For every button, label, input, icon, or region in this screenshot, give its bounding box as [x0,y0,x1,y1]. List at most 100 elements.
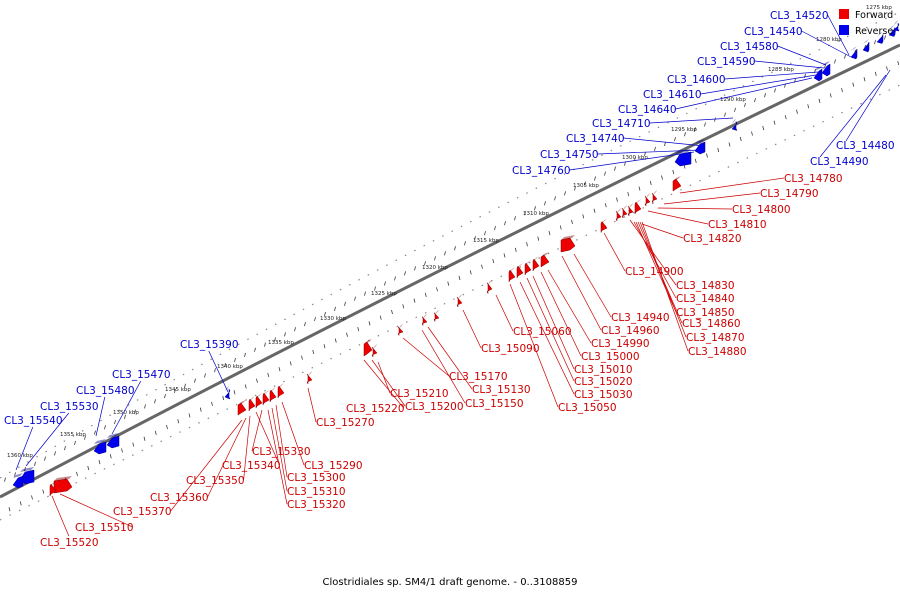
gene-label-cl3-14760[interactable]: CL3_14760 [512,165,571,177]
leader-line [363,359,404,409]
gene-label-cl3-15480[interactable]: CL3_15480 [76,385,135,397]
scale-tick [436,287,438,292]
gene-label-cl3-14610[interactable]: CL3_14610 [643,89,702,101]
gene-label-cl3-14830[interactable]: CL3_14830 [676,280,735,292]
scale-label: 1290 kbp [720,97,746,103]
scale-tick [548,230,551,236]
gene-label-cl3-14640[interactable]: CL3_14640 [618,104,677,116]
gene-label-cl3-15290[interactable]: CL3_15290 [304,460,363,472]
leader-line [462,309,482,349]
gene-label-cl3-14940[interactable]: CL3_14940 [611,312,670,324]
scale-tick [289,361,292,366]
forward-leader-lines [51,177,785,537]
scale-tick [571,219,573,224]
gene-label-cl3-15150[interactable]: CL3_15150 [465,398,524,410]
scale-tick [434,256,436,261]
gene-label-cl3-14900[interactable]: CL3_14900 [625,266,684,278]
scale-tick [706,153,708,158]
leader-line [271,407,288,492]
gene-label-cl3-15390[interactable]: CL3_15390 [180,339,239,351]
gene-label-cl3-15470[interactable]: CL3_15470 [112,369,171,381]
gene-label-cl3-15000[interactable]: CL3_15000 [581,351,640,363]
reverse-gene-block [850,46,858,60]
scale-tick [144,404,146,409]
leader-line [603,232,626,272]
gene-label-cl3-14990[interactable]: CL3_14990 [591,338,650,350]
forward-gene-block [421,313,428,326]
gene-label-cl3-15540[interactable]: CL3_15540 [4,415,63,427]
reverse-gene-block [893,20,900,32]
gene-label-cl3-15050[interactable]: CL3_15050 [558,402,617,414]
reverse-gene-block [674,149,692,167]
gene-label-cl3-15130[interactable]: CL3_15130 [472,384,531,396]
scale-label: 1355 kbp [60,432,86,438]
scale-tick [884,35,886,40]
scale-tick [714,117,716,122]
gene-label-cl3-14490[interactable]: CL3_14490 [810,156,869,168]
gene-label-cl3-15360[interactable]: CL3_15360 [150,492,209,504]
gene-label-cl3-14840[interactable]: CL3_14840 [676,293,735,305]
scale-tick [254,347,256,352]
gene-label-cl3-15310[interactable]: CL3_15310 [287,486,346,498]
gene-label-cl3-15330[interactable]: CL3_15330 [252,446,311,458]
forward-genes [49,176,682,497]
gene-label-cl3-15210[interactable]: CL3_15210 [390,388,449,400]
scale-tick [458,275,461,281]
gene-label-cl3-14710[interactable]: CL3_14710 [592,118,651,130]
scale-tick [754,97,756,103]
gene-label-cl3-14750[interactable]: CL3_14750 [540,149,599,161]
gene-label-cl3-15510[interactable]: CL3_15510 [75,522,134,534]
gene-label-cl3-14800[interactable]: CL3_14800 [732,204,791,216]
gene-label-cl3-14870[interactable]: CL3_14870 [686,332,745,344]
gene-label-cl3-15060[interactable]: CL3_15060 [513,326,572,338]
gene-label-cl3-14810[interactable]: CL3_14810 [708,219,767,231]
scale-tick [444,251,446,256]
reverse-gene-block [106,433,120,449]
scale-tick [773,120,776,125]
gene-label-cl3-15350[interactable]: CL3_15350 [186,475,245,487]
leader-line [639,221,687,338]
scale-tick [294,327,296,332]
scale-tick [484,231,486,236]
gene-label-cl3-15340[interactable]: CL3_15340 [222,460,281,472]
gene-label-cl3-14850[interactable]: CL3_14850 [676,307,735,319]
gene-label-cl3-15320[interactable]: CL3_15320 [287,499,346,511]
leader-line [754,60,825,69]
scale-tick [514,216,516,221]
gene-label-cl3-15170[interactable]: CL3_15170 [449,371,508,383]
leader-line [267,409,288,505]
gene-label-cl3-14520[interactable]: CL3_14520 [770,10,829,22]
gene-label-cl3-15030[interactable]: CL3_15030 [574,389,633,401]
scale-tick [42,489,45,494]
scale-tick [323,344,326,349]
leader-line [777,45,827,66]
scale-tick [264,342,266,347]
scale-tick [818,98,821,103]
gene-label-cl3-14740[interactable]: CL3_14740 [566,133,625,145]
gene-label-cl3-14590[interactable]: CL3_14590 [697,56,756,68]
gene-label-cl3-15020[interactable]: CL3_15020 [574,376,633,388]
gene-label-cl3-14780[interactable]: CL3_14780 [784,173,843,185]
gene-label-cl3-14580[interactable]: CL3_14580 [720,41,779,53]
gene-label-cl3-14600[interactable]: CL3_14600 [667,74,726,86]
scale-tick [734,107,736,112]
leader-line [597,149,701,155]
scale-tick [844,54,846,59]
gene-label-cl3-15530[interactable]: CL3_15530 [40,401,99,413]
gene-label-cl3-15370[interactable]: CL3_15370 [113,506,172,518]
gene-label-cl3-15520[interactable]: CL3_15520 [40,537,99,549]
gene-label-cl3-14540[interactable]: CL3_14540 [744,26,803,38]
gene-label-cl3-14960[interactable]: CL3_14960 [601,325,660,337]
gene-label-cl3-15200[interactable]: CL3_15200 [405,401,464,413]
forward-gene-block [621,205,628,219]
gene-label-cl3-15010[interactable]: CL3_15010 [574,364,633,376]
gene-label-cl3-14790[interactable]: CL3_14790 [760,188,819,200]
gene-label-cl3-15090[interactable]: CL3_15090 [481,343,540,355]
gene-label-cl3-14880[interactable]: CL3_14880 [688,346,747,358]
gene-label-cl3-15300[interactable]: CL3_15300 [287,472,346,484]
gene-label-cl3-15270[interactable]: CL3_15270 [316,417,375,429]
gene-label-cl3-14820[interactable]: CL3_14820 [683,233,742,245]
gene-label-cl3-15220[interactable]: CL3_15220 [346,403,405,415]
gene-label-cl3-14480[interactable]: CL3_14480 [836,140,895,152]
gene-label-cl3-14860[interactable]: CL3_14860 [682,318,741,330]
